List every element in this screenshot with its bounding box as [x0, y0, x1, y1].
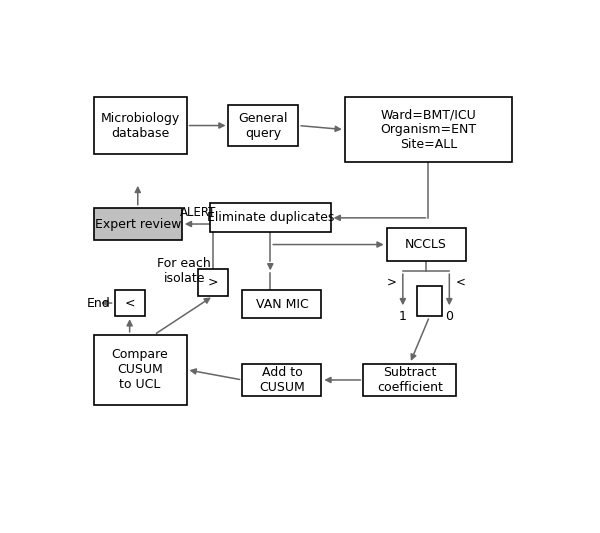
Text: >: > — [208, 276, 218, 289]
Text: Ward=BMT/ICU
Organism=ENT
Site=ALL: Ward=BMT/ICU Organism=ENT Site=ALL — [380, 108, 476, 151]
FancyBboxPatch shape — [242, 290, 322, 318]
Text: <: < — [124, 296, 135, 310]
Text: For each
isolate: For each isolate — [157, 257, 211, 285]
Text: Eliminate duplicates: Eliminate duplicates — [206, 212, 334, 224]
Text: Compare
CUSUM
to UCL: Compare CUSUM to UCL — [112, 348, 169, 391]
Text: Expert review: Expert review — [95, 217, 181, 230]
Text: <: < — [456, 276, 466, 288]
Text: NCCLS: NCCLS — [405, 238, 447, 251]
FancyBboxPatch shape — [386, 228, 466, 261]
FancyBboxPatch shape — [115, 290, 145, 317]
FancyBboxPatch shape — [344, 97, 512, 163]
Text: Add to
CUSUM: Add to CUSUM — [259, 366, 305, 394]
FancyBboxPatch shape — [94, 335, 187, 405]
Text: ALERT: ALERT — [179, 206, 216, 219]
FancyBboxPatch shape — [364, 364, 457, 397]
Text: 1: 1 — [399, 310, 407, 323]
Text: General
query: General query — [239, 111, 288, 140]
Text: 0: 0 — [445, 310, 454, 323]
FancyBboxPatch shape — [198, 269, 229, 296]
FancyBboxPatch shape — [417, 286, 442, 317]
Text: End: End — [86, 296, 110, 310]
FancyBboxPatch shape — [94, 207, 182, 240]
Text: Microbiology
database: Microbiology database — [100, 111, 180, 140]
FancyBboxPatch shape — [94, 97, 187, 154]
Text: VAN MIC: VAN MIC — [256, 297, 308, 311]
Text: Subtract
coefficient: Subtract coefficient — [377, 366, 443, 394]
FancyBboxPatch shape — [242, 364, 322, 397]
FancyBboxPatch shape — [229, 105, 298, 146]
FancyBboxPatch shape — [210, 204, 331, 232]
Text: >: > — [386, 276, 396, 288]
